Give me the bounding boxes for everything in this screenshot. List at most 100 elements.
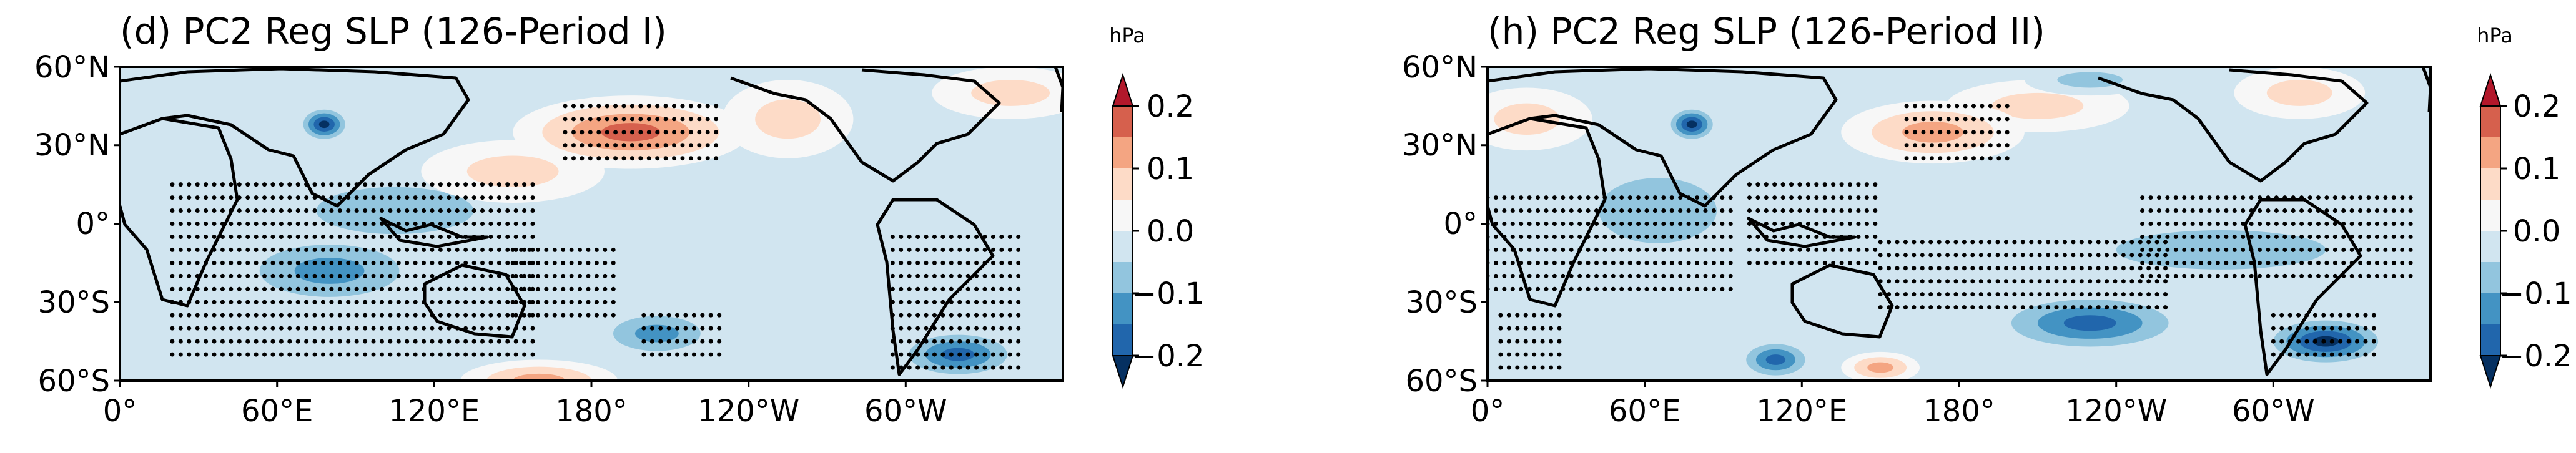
significance-dot <box>204 339 209 344</box>
significance-dot <box>655 156 660 161</box>
significance-dot <box>178 234 183 239</box>
significance-dot <box>1007 339 1012 344</box>
significance-dot <box>544 260 549 265</box>
significance-dot <box>700 326 705 331</box>
significance-dot <box>2062 279 2067 284</box>
significance-dot <box>178 352 183 357</box>
significance-dot <box>455 195 460 200</box>
significance-dot <box>513 313 518 318</box>
significance-dot <box>2271 352 2276 357</box>
significance-dot <box>363 195 368 200</box>
significance-dot <box>605 104 609 109</box>
significance-dot <box>1996 156 2001 161</box>
significance-dot <box>187 313 192 318</box>
significance-dot <box>438 286 443 291</box>
significance-dot <box>621 104 626 109</box>
significance-dot <box>430 182 435 187</box>
significance-dot <box>915 365 920 370</box>
significance-dot <box>2079 240 2084 245</box>
significance-dot <box>621 143 626 148</box>
significance-dot <box>270 286 275 291</box>
significance-dot <box>505 260 510 265</box>
significance-dot <box>204 352 209 357</box>
colorbar-swatch <box>2480 231 2500 263</box>
significance-dot <box>1903 305 1908 310</box>
significance-dot <box>463 286 468 291</box>
significance-dot <box>295 313 300 318</box>
significance-dot <box>2079 253 2084 258</box>
significance-dot <box>700 313 705 318</box>
significance-dot <box>535 273 540 278</box>
significance-dot <box>422 339 427 344</box>
significance-dot <box>611 273 616 278</box>
significance-dot <box>1602 260 1607 265</box>
significance-dot <box>1839 260 1844 265</box>
significance-dot <box>999 326 1004 331</box>
significance-dot <box>262 222 267 226</box>
significance-dot <box>1561 195 1566 200</box>
significance-dot <box>658 339 663 344</box>
significance-dot <box>2338 352 2343 357</box>
significance-dot <box>2274 234 2279 239</box>
significance-dot <box>932 365 937 370</box>
significance-dot <box>1864 208 1869 213</box>
significance-dot <box>999 339 1004 344</box>
significance-dot <box>1540 365 1545 370</box>
significance-dot <box>1611 247 1616 252</box>
significance-dot <box>1502 260 1507 265</box>
significance-dot <box>1980 143 1985 148</box>
significance-dot <box>1928 292 1933 297</box>
colorbar-extend-max <box>1112 72 1134 107</box>
significance-dot <box>1955 156 1960 161</box>
significance-dot <box>2349 208 2354 213</box>
significance-dot <box>552 247 557 252</box>
significance-dot <box>388 182 393 187</box>
significance-dot <box>2366 234 2371 239</box>
significance-dot <box>915 234 920 239</box>
significance-dot <box>965 273 970 278</box>
significance-dot <box>663 117 668 122</box>
significance-dot <box>1557 313 1562 318</box>
significance-dot <box>1644 286 1649 291</box>
significance-dot <box>1523 326 1528 331</box>
colorbar-tick-label: −0.2 <box>1132 339 1205 374</box>
significance-dot <box>2215 247 2220 252</box>
colorbar-tick-label: 0.0 <box>2513 214 2560 249</box>
significance-dot <box>430 234 435 239</box>
significance-dot <box>2338 313 2343 318</box>
colorbar-swatch <box>2480 137 2500 169</box>
significance-dot <box>561 300 566 304</box>
significance-dot <box>1728 260 1733 265</box>
significance-dot <box>2088 305 2093 310</box>
significance-dot <box>2241 260 2246 265</box>
significance-dot <box>346 352 351 357</box>
significance-dot <box>1873 182 1878 187</box>
significance-dot <box>2020 305 2025 310</box>
significance-dot <box>890 365 895 370</box>
significance-dot <box>2105 279 2110 284</box>
significance-dot <box>1636 208 1641 213</box>
significance-dot <box>170 195 175 200</box>
significance-dot <box>588 143 593 148</box>
colorbar-swatch <box>2480 262 2500 294</box>
significance-dot <box>649 313 654 318</box>
significance-dot <box>2266 260 2271 265</box>
significance-dot <box>279 247 284 252</box>
significance-dot <box>932 286 937 291</box>
significance-dot <box>957 273 962 278</box>
significance-dot <box>1569 222 1574 226</box>
significance-dot <box>1755 247 1760 252</box>
significance-dot <box>974 313 979 318</box>
significance-dot <box>354 208 359 213</box>
significance-dot <box>2129 266 2134 271</box>
significance-dot <box>638 143 643 148</box>
significance-dot <box>496 260 501 265</box>
significance-dot <box>488 313 493 318</box>
significance-dot <box>1016 365 1021 370</box>
significance-dot <box>899 286 904 291</box>
significance-dot <box>510 273 515 278</box>
significance-dot <box>1878 240 1883 245</box>
significance-dot <box>1619 222 1624 226</box>
significance-dot <box>2316 273 2321 278</box>
significance-dot <box>195 247 200 252</box>
